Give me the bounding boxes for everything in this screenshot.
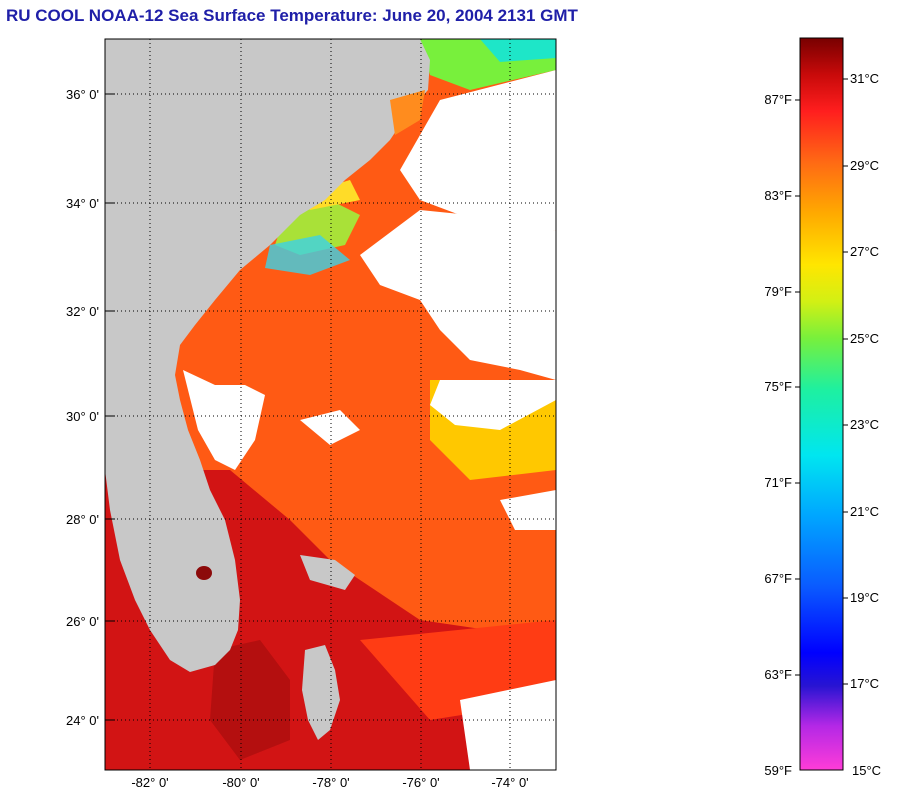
land-southeast-us (105, 39, 430, 672)
cb-f-59: 59°F (764, 763, 792, 778)
ocean-north-cyan (480, 39, 556, 62)
lon-label-82: -82° 0' (131, 775, 168, 790)
coastal-cyan-streak (265, 235, 350, 275)
colorbar-c-labels: 31°C 29°C 27°C 25°C 23°C 21°C 19°C 17°C … (850, 71, 881, 778)
cb-c-19: 19°C (850, 590, 879, 605)
lon-label-80: -80° 0' (222, 775, 259, 790)
land-bahamas-north (300, 555, 355, 590)
lat-label-34: 34° 0' (66, 196, 99, 211)
cloud-patch-south (460, 680, 556, 770)
cb-f-79: 79°F (764, 284, 792, 299)
ocean-hot-stream (210, 640, 290, 760)
cb-c-23: 23°C (850, 417, 879, 432)
lake-okeechobee (196, 566, 212, 580)
cloud-area-north (400, 70, 556, 250)
colorbar (799, 37, 844, 771)
cb-c-17: 17°C (850, 676, 879, 691)
lon-label-78: -78° 0' (312, 775, 349, 790)
cb-c-27: 27°C (850, 244, 879, 259)
lat-label-36: 36° 0' (66, 87, 99, 102)
lon-label-74: -74° 0' (491, 775, 528, 790)
lat-label-30: 30° 0' (66, 409, 99, 424)
cloud-patch-east2 (500, 490, 556, 530)
cb-f-87: 87°F (764, 92, 792, 107)
sound-pamlico (390, 90, 425, 135)
cloud-area-coast (183, 370, 265, 470)
cb-c-21: 21°C (850, 504, 879, 519)
cb-f-75: 75°F (764, 379, 792, 394)
lon-labels: -82° 0' -80° 0' -78° 0' -76° 0' -74° 0' (131, 775, 528, 790)
lat-label-24: 24° 0' (66, 713, 99, 728)
colorbar-ticks (795, 78, 848, 685)
lat-labels: 36° 0' 34° 0' 32° 0' 30° 0' 28° 0' 26° 0… (66, 87, 99, 728)
cb-f-63: 63°F (764, 667, 792, 682)
colorbar-f-labels: 87°F 83°F 79°F 75°F 71°F 67°F 63°F 59°F (764, 92, 792, 778)
cb-c-15: 15°C (852, 763, 881, 778)
cloud-area-central (360, 210, 556, 380)
lat-ticks (105, 93, 115, 721)
cb-f-71: 71°F (764, 475, 792, 490)
lat-label-26: 26° 0' (66, 614, 99, 629)
map-title: RU COOL NOAA-12 Sea Surface Temperature:… (6, 6, 578, 25)
map-frame (104, 38, 557, 771)
cb-c-29: 29°C (850, 158, 879, 173)
cloud-area-east (430, 380, 556, 430)
cb-c-31: 31°C (850, 71, 879, 86)
land-bahamas-andros (302, 645, 340, 740)
cb-c-25: 25°C (850, 331, 879, 346)
cb-f-83: 83°F (764, 188, 792, 203)
lat-label-28: 28° 0' (66, 512, 99, 527)
lon-label-76: -76° 0' (402, 775, 439, 790)
lat-label-32: 32° 0' (66, 304, 99, 319)
map-panel (105, 39, 556, 770)
cb-f-67: 67°F (764, 571, 792, 586)
cloud-patch-mid (300, 410, 360, 445)
